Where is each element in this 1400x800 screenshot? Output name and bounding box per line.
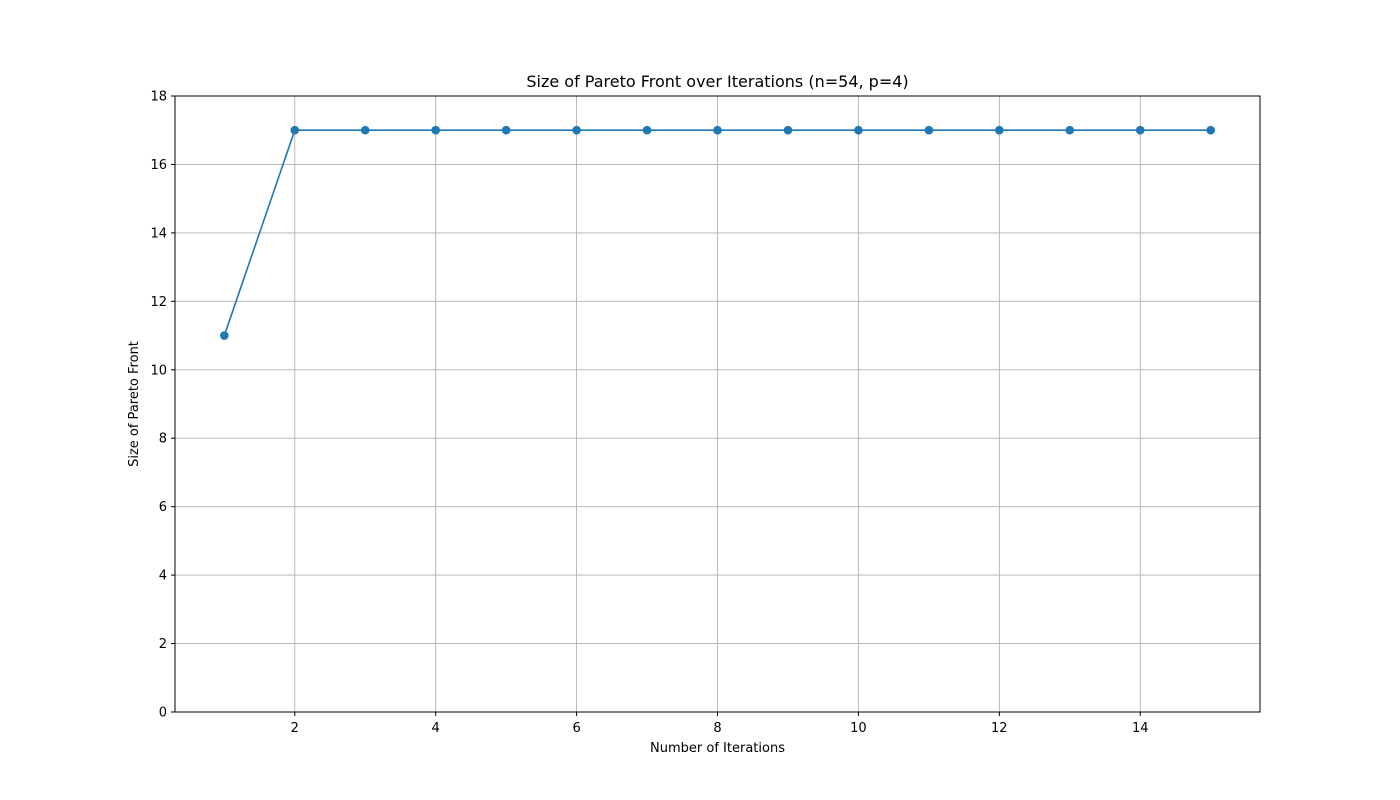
y-tick-label: 8 xyxy=(159,432,167,447)
x-tick-label: 2 xyxy=(291,721,299,736)
data-point xyxy=(783,125,793,135)
data-point xyxy=(1065,125,1075,135)
x-tick-label: 4 xyxy=(432,721,440,736)
y-tick-label: 0 xyxy=(159,706,167,721)
plot-frame xyxy=(174,95,1261,713)
chart-title: Size of Pareto Front over Iterations (n=… xyxy=(526,72,908,91)
x-tick-label: 8 xyxy=(713,721,721,736)
data-point xyxy=(924,125,934,135)
x-tick-label: 14 xyxy=(1132,721,1149,736)
y-tick-label: 10 xyxy=(150,363,167,378)
data-point xyxy=(290,125,300,135)
y-tick-label: 12 xyxy=(150,295,167,310)
y-tick-label: 2 xyxy=(159,637,167,652)
data-point xyxy=(572,125,581,135)
data-point xyxy=(220,331,229,340)
x-axis-label: Number of Iterations xyxy=(650,741,785,756)
data-point xyxy=(713,125,722,135)
y-axis-label: Size of Pareto Front xyxy=(127,341,142,467)
y-tick-label: 14 xyxy=(150,226,167,241)
data-point xyxy=(1206,125,1215,135)
y-tick-label: 4 xyxy=(159,569,167,584)
x-tick-label: 6 xyxy=(572,721,580,736)
data-point xyxy=(1135,125,1145,135)
axis-ticks: 2 4 6 8 10 12 14 0 2 4 6 8 10 12 14 16 18 xyxy=(150,90,1148,737)
data-point xyxy=(642,125,652,135)
y-tick-label: 6 xyxy=(159,500,167,515)
series-layer xyxy=(220,125,1215,340)
data-point xyxy=(995,125,1004,135)
data-point xyxy=(431,125,440,135)
x-tick-label: 10 xyxy=(850,721,867,736)
y-tick-label: 16 xyxy=(150,158,167,173)
grid xyxy=(175,95,1260,713)
y-tick-label: 18 xyxy=(150,90,167,105)
data-point xyxy=(501,125,511,135)
data-point xyxy=(360,125,370,135)
data-point xyxy=(854,125,863,135)
x-tick-label: 12 xyxy=(991,721,1008,736)
